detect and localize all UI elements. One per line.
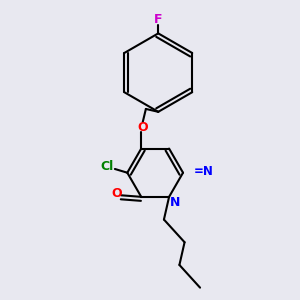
- Text: Cl: Cl: [100, 160, 114, 173]
- Text: O: O: [137, 121, 148, 134]
- Text: =N: =N: [194, 165, 214, 178]
- Text: O: O: [111, 187, 122, 200]
- Text: F: F: [154, 13, 163, 26]
- Text: N: N: [169, 196, 180, 209]
